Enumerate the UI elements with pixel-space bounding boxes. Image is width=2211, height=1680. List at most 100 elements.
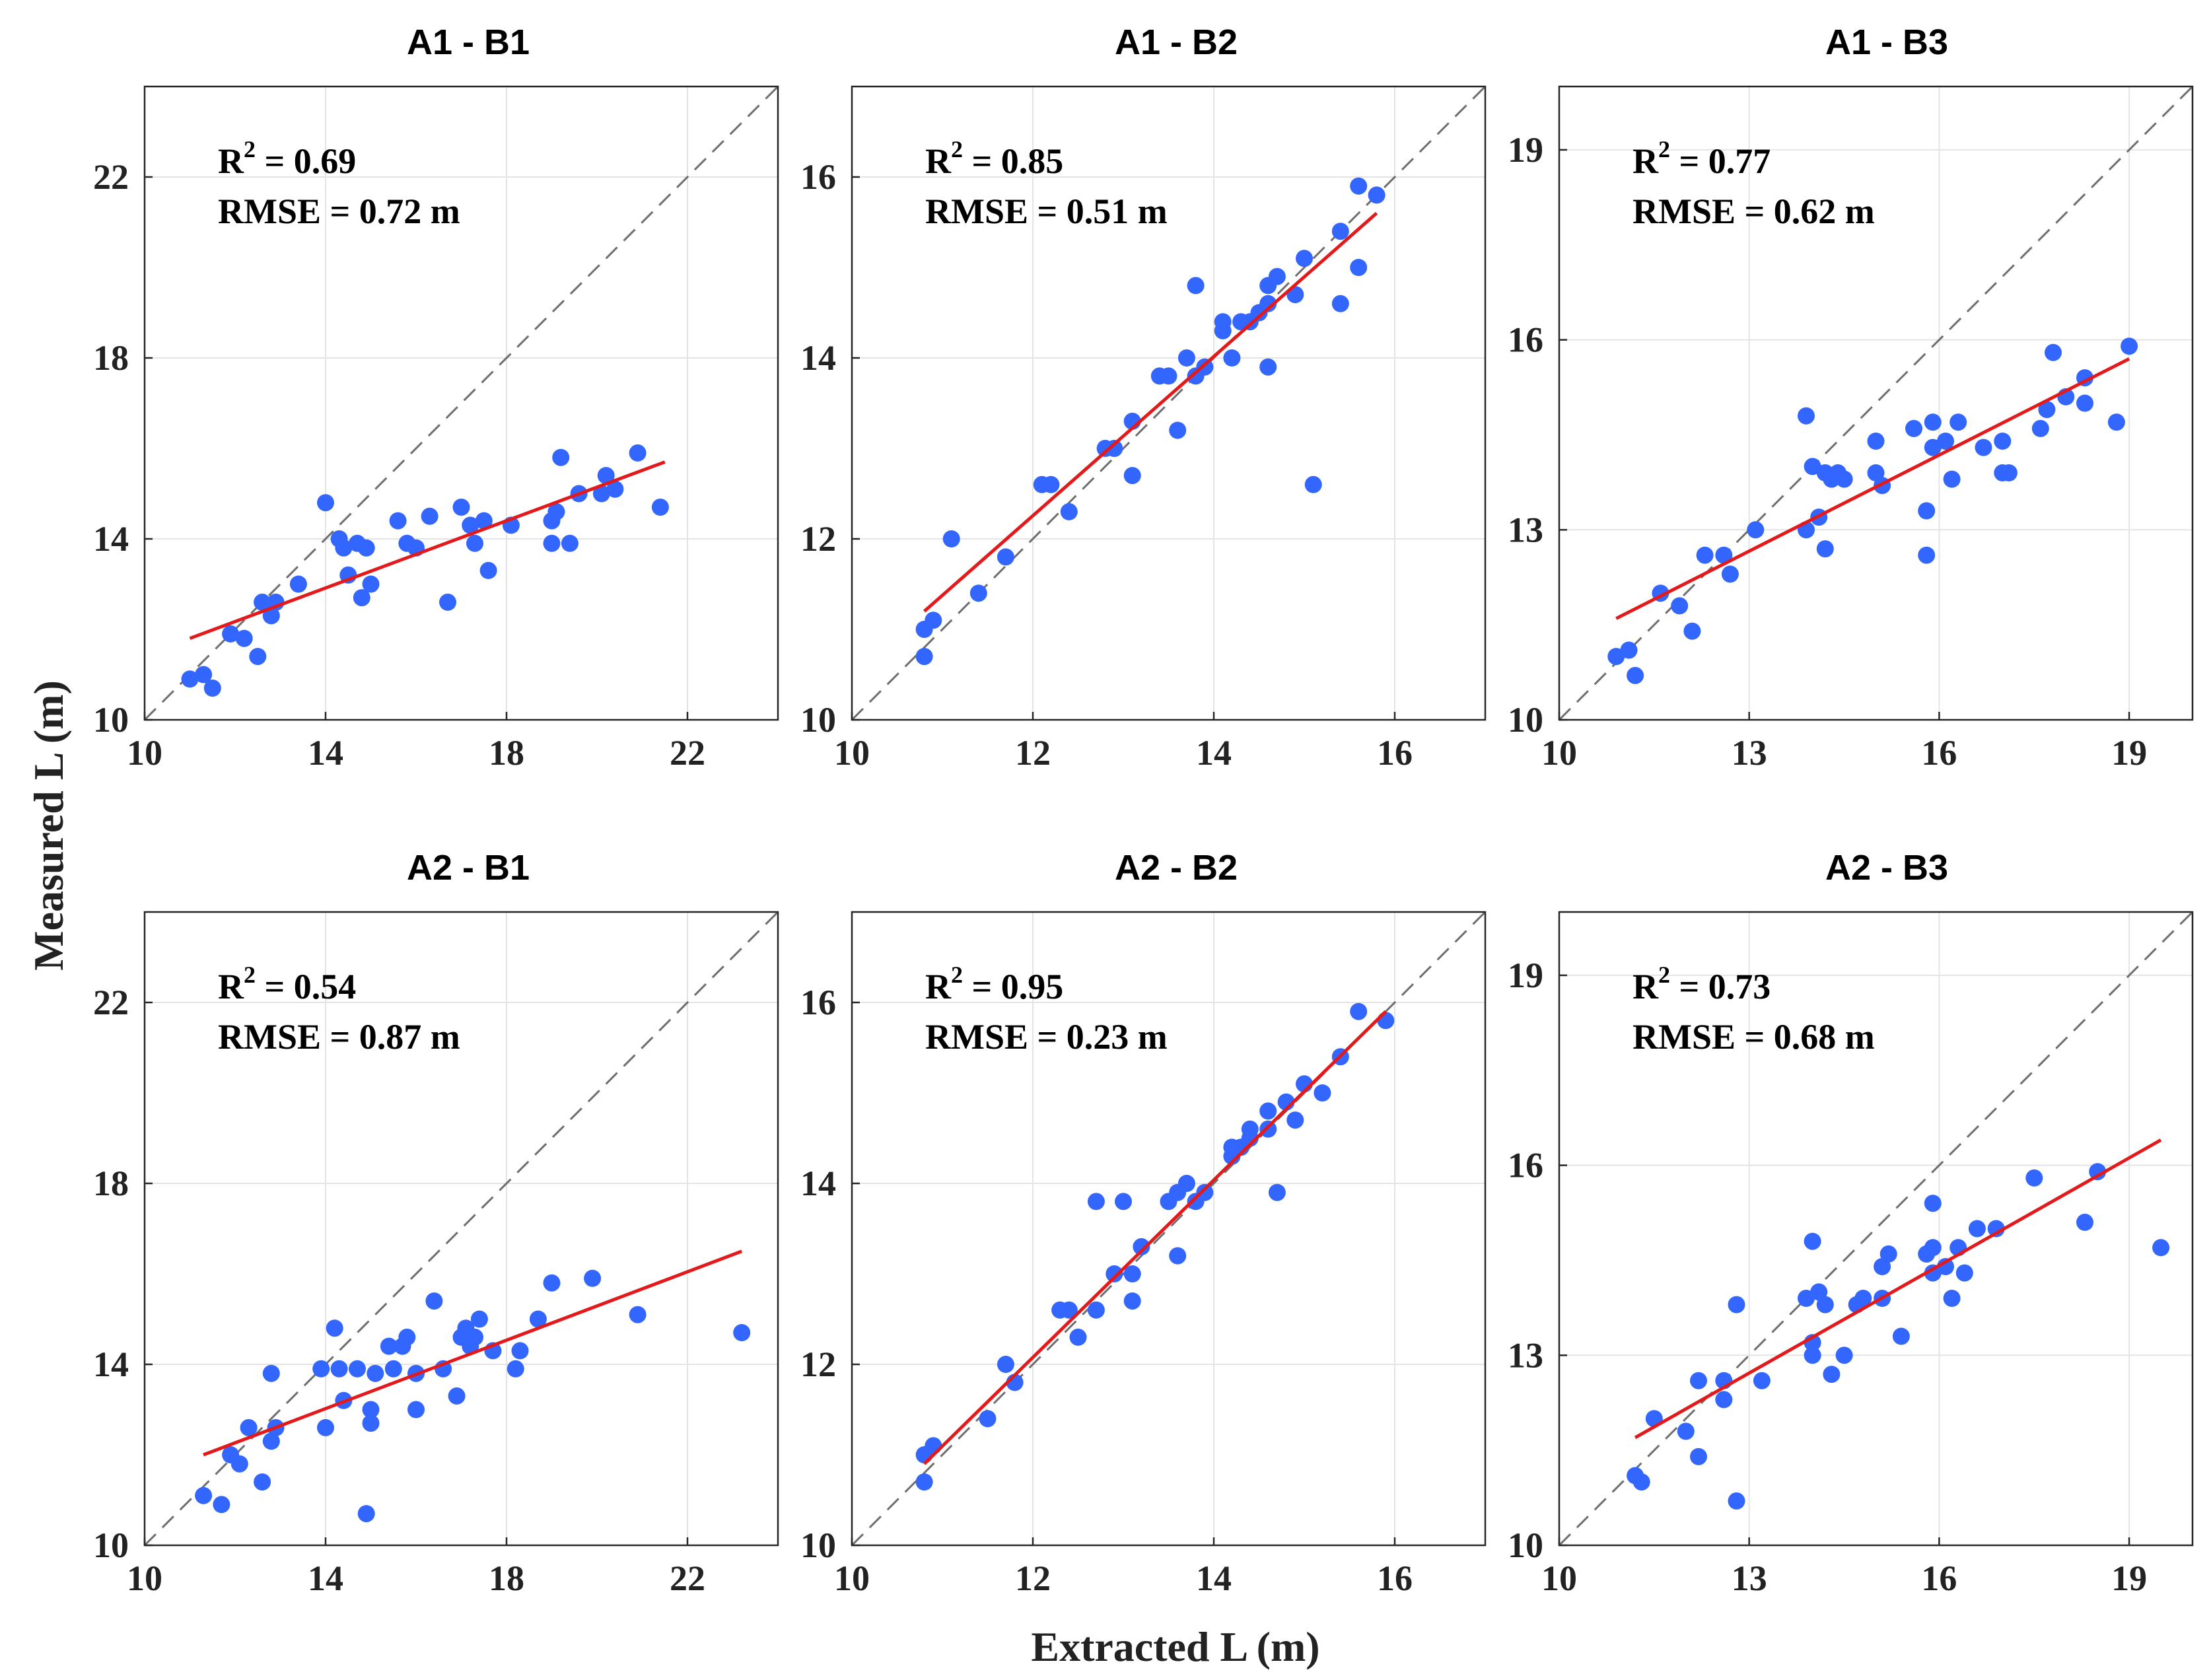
data-point [915, 648, 933, 666]
data-point [543, 1274, 561, 1292]
y-tick-label: 10 [1508, 1525, 1543, 1565]
data-point [979, 1410, 997, 1428]
data-point [240, 1418, 258, 1436]
data-point [222, 625, 240, 643]
plot-area: 10 14 18 22 10 14 18 22 [93, 911, 779, 1598]
data-point [915, 1473, 933, 1491]
data-point [942, 530, 960, 547]
data-point [1804, 458, 1821, 475]
x-tick-label: 18 [489, 1558, 524, 1598]
data-point [1259, 1102, 1277, 1120]
data-point [357, 1505, 375, 1523]
data-point [1721, 565, 1739, 583]
data-point [1331, 223, 1349, 240]
panel-a2-b2: 10 12 14 16 10 12 14 16 A2 - B2 R2 = 0.95 RMSE … [800, 848, 1487, 1598]
plot-frame [1558, 911, 2194, 1547]
data-point [448, 1387, 466, 1405]
data-point [547, 503, 565, 520]
data-point [326, 1319, 343, 1337]
data-point [439, 593, 456, 611]
y-tick-label: 16 [1508, 1146, 1543, 1185]
data-point [629, 1306, 647, 1323]
data-point [289, 575, 307, 593]
data-point [330, 1360, 348, 1378]
panel-title: A1 - B1 [407, 22, 530, 62]
data-point [262, 1432, 280, 1450]
data-point [1241, 1120, 1259, 1138]
data-point [1924, 1264, 1942, 1282]
data-point [462, 516, 479, 534]
data-point [213, 1496, 230, 1514]
y-tick-label: 16 [1508, 320, 1543, 360]
data-point [1715, 1391, 1733, 1409]
y-tick-label: 19 [1508, 130, 1543, 170]
panel-a2-b1: 10 14 18 22 10 14 18 22 A2 - B1 R2 = 0.54 RMSE … [93, 848, 779, 1598]
data-point [2076, 1213, 2093, 1231]
data-point [1133, 1238, 1150, 1255]
x-tick-label: 10 [127, 1558, 162, 1598]
data-point [1937, 433, 1954, 450]
data-point [552, 448, 570, 466]
data-point [1798, 1290, 1815, 1307]
data-point [1060, 503, 1078, 520]
plot-frame [1558, 85, 2194, 721]
data-point [1314, 1084, 1331, 1102]
data-point [1123, 1292, 1141, 1310]
data-point [470, 1310, 488, 1328]
x-tick-label: 12 [1015, 1558, 1051, 1598]
fit-line [1615, 357, 2130, 620]
data-point [1715, 546, 1733, 564]
data-point [1835, 1347, 1853, 1364]
data-point [362, 1415, 380, 1432]
data-point [507, 1360, 524, 1378]
data-point [1816, 540, 1834, 558]
data-point [335, 539, 353, 557]
panel-a1-b1: 10 14 18 22 10 14 18 22 A1 - B1 R2 = 0.69 RMSE … [93, 22, 779, 773]
data-point [2045, 343, 2062, 361]
data-point [1892, 1327, 1910, 1345]
data-point [452, 499, 470, 516]
plot-frame [851, 911, 1487, 1547]
y-tick-label: 14 [93, 1345, 129, 1384]
data-point [1816, 1296, 1834, 1313]
data-point [1728, 1296, 1745, 1313]
data-point [1683, 622, 1701, 640]
data-point [1350, 1002, 1368, 1020]
rmse-annotation: RMSE = 0.23 m [925, 1017, 1168, 1057]
data-point [1690, 1448, 1707, 1465]
data-point [733, 1324, 751, 1341]
data-point [1268, 267, 1286, 285]
data-point [479, 561, 497, 579]
data-point [1924, 1195, 1942, 1212]
data-point [1106, 440, 1123, 457]
data-point [1087, 1301, 1105, 1319]
data-point [1943, 1290, 1961, 1307]
x-tick-label: 18 [489, 733, 524, 773]
data-point [1943, 470, 1961, 488]
data-point [389, 512, 407, 530]
data-point [1627, 666, 1644, 684]
y-tick-label: 14 [93, 519, 129, 559]
data-point [353, 589, 370, 607]
panel-a2-b3: 10 13 16 19 10 13 16 19 A2 - B3 R2 = 0.73 RMSE … [1508, 848, 2194, 1598]
data-point [1854, 1290, 1872, 1307]
data-point [1123, 1265, 1141, 1282]
data-point [1987, 1220, 2005, 1238]
panel-a1-b2: 10 12 14 16 10 12 14 16 A1 - B2 R2 = 0.85 RMSE … [800, 22, 1487, 773]
data-point [1350, 177, 1368, 195]
data-point [1368, 186, 1386, 204]
x-tick-label: 16 [1377, 1558, 1413, 1598]
data-point [1835, 470, 1853, 488]
data-point [584, 1269, 602, 1287]
data-point [1632, 1473, 1650, 1491]
data-point [384, 1360, 402, 1378]
data-point [1918, 546, 1936, 564]
data-point [466, 1328, 483, 1346]
data-point [1115, 1193, 1132, 1210]
data-point [1187, 277, 1205, 295]
data-point [1620, 641, 1638, 659]
data-point [230, 1455, 248, 1473]
fit-line [203, 1249, 743, 1457]
data-point [1123, 467, 1141, 485]
